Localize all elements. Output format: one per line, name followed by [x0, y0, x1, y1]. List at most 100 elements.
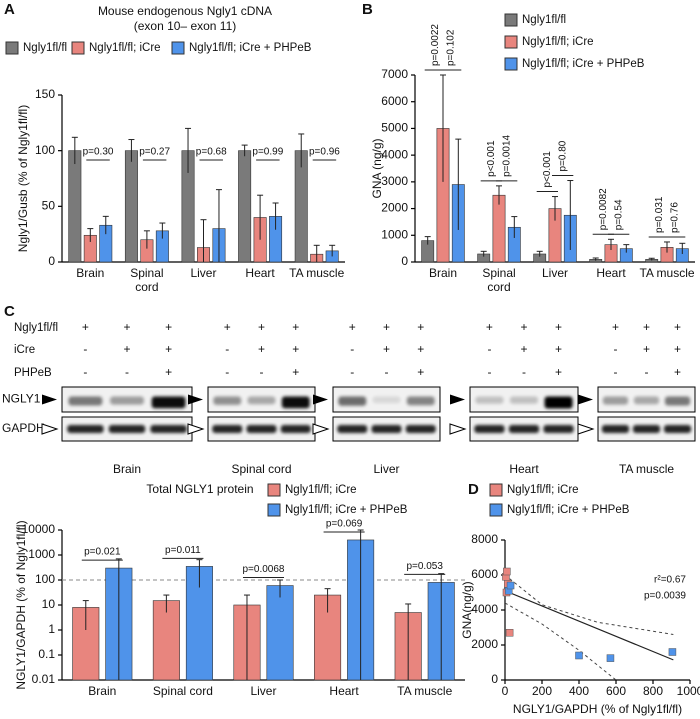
y-tick-label: 0.1 [38, 647, 55, 661]
legend-swatch [489, 483, 503, 497]
blot-band [371, 425, 402, 433]
blot-sign: - [385, 365, 389, 379]
blot-tissue-label: Brain [113, 462, 141, 476]
blot-sign: + [674, 342, 681, 356]
y-tick-label: 1 [48, 622, 55, 636]
bar [152, 600, 180, 681]
x-tick-label: 400 [569, 684, 589, 698]
bar [266, 585, 294, 681]
blot-band [68, 396, 103, 406]
p-value: p=0.99 [252, 147, 283, 158]
blot-band [474, 425, 505, 433]
legend-label: Ngly1fl/fl; iCre + PHPeB [285, 504, 408, 516]
p-value: p=0.68 [196, 147, 227, 158]
p-value: p<0.001 [486, 140, 497, 177]
blot-sign: + [165, 365, 172, 379]
legend-label: Ngly1fl/fl; iCre + PHPeB [507, 504, 630, 516]
point [606, 654, 615, 662]
blot-band [543, 425, 574, 433]
blot-sign: - [350, 342, 354, 356]
bar [238, 150, 252, 263]
x-tick-label: Spinal cord [482, 266, 516, 294]
x-tick-label: TA muscle [397, 684, 453, 698]
arrowhead-filled [450, 394, 465, 405]
legend-swatch [504, 35, 518, 49]
x-tick-label: Brain [428, 266, 457, 280]
legend-label: Ngly1fl/fl [522, 14, 566, 26]
blot-row-label: PHPeB [14, 367, 52, 379]
y-tick-label: 4000 [471, 602, 498, 616]
y-axis-label: Ngly1/Gusb (% of Ngly1fl/fl) [16, 105, 30, 252]
y-tick-label: 0 [401, 254, 408, 268]
x-tick-label-box: Heart [329, 684, 358, 698]
blot-sign: - [225, 365, 229, 379]
bar [124, 150, 138, 263]
x-tick-label-box: TA muscle [289, 266, 344, 280]
blot-sign: - [125, 365, 129, 379]
y-tick-label: 100 [35, 572, 55, 586]
y-axis-label: GNA(ng/g) [460, 581, 474, 638]
x-tick-label: Spinal cord [152, 684, 213, 698]
y-tick-label: 2000 [471, 637, 498, 651]
fit-line [505, 590, 674, 661]
blot-band [213, 396, 242, 405]
p-value: p=0.0014 [501, 134, 512, 176]
blot-sign: + [292, 320, 299, 334]
blot-sign: + [123, 342, 130, 356]
p-value: p=0.102 [445, 29, 456, 66]
blot-band [110, 396, 144, 405]
blot-sign: + [643, 342, 650, 356]
legend-label: Ngly1fl/fl; iCre [285, 484, 357, 496]
bar [185, 566, 213, 681]
x-axis-label: NGLY1/GAPDH (% of Ngly1fl/fl) [513, 702, 682, 716]
blot-row-label: Ngly1fl/fl [14, 322, 58, 334]
y-axis-label: GNA (ng/g) [370, 138, 384, 198]
arrowhead-open [577, 423, 595, 435]
x-tick-label: Heart [245, 266, 275, 280]
blot-band [246, 425, 277, 433]
blot-sign: - [522, 365, 526, 379]
legend-label: Ngly1fl/fl; iCre + PHPeB [189, 42, 312, 54]
blot-band [150, 425, 187, 433]
blot-tissue-label: Spinal cord [231, 462, 291, 476]
blot-sign: - [613, 365, 617, 379]
blot-sign: + [224, 320, 231, 334]
p-value: p=0.0082 [598, 188, 609, 230]
blot-sign: - [225, 342, 229, 356]
blot-sign: - [487, 365, 491, 379]
blot-sign: + [612, 320, 619, 334]
blot-sign: + [123, 320, 130, 334]
x-tick-label: Liver [541, 266, 568, 280]
blot-sign: - [350, 365, 354, 379]
x-tick-label: TA muscle [639, 266, 695, 280]
x-tick-label-box: Liver [250, 684, 276, 698]
x-tick-label-box: Liver [541, 266, 568, 280]
blot-sign: + [555, 342, 562, 356]
y-tick-label: 150 [35, 87, 55, 101]
x-tick-label: 0 [502, 684, 509, 698]
blot-sign: + [82, 320, 89, 334]
blot-band-label: GAPDH [2, 421, 45, 435]
blot-row-label: iCre [14, 344, 35, 356]
blot-band [509, 396, 539, 404]
y-tick-label: 4000 [381, 147, 408, 161]
legend-swatch [171, 41, 185, 55]
x-tick-label-box: Spinal cord [482, 266, 516, 294]
blot-sign: - [613, 342, 617, 356]
blot-band [280, 425, 311, 433]
blot-sign: + [417, 320, 424, 334]
blot-sign: + [417, 365, 424, 379]
y-tick-label: 10 [42, 597, 56, 611]
arrowhead-open [312, 423, 330, 435]
blot-band [337, 425, 368, 433]
blot-band [67, 425, 104, 433]
p-value: p=0.011 [165, 545, 201, 556]
p-value: p=0.80 [557, 140, 568, 171]
p-value: p=0.031 [654, 196, 665, 233]
x-tick-label: Brain [88, 684, 117, 698]
arrowhead-open [187, 423, 205, 435]
blot-band [664, 396, 691, 406]
bar [492, 194, 506, 263]
blot-sign: - [83, 365, 87, 379]
